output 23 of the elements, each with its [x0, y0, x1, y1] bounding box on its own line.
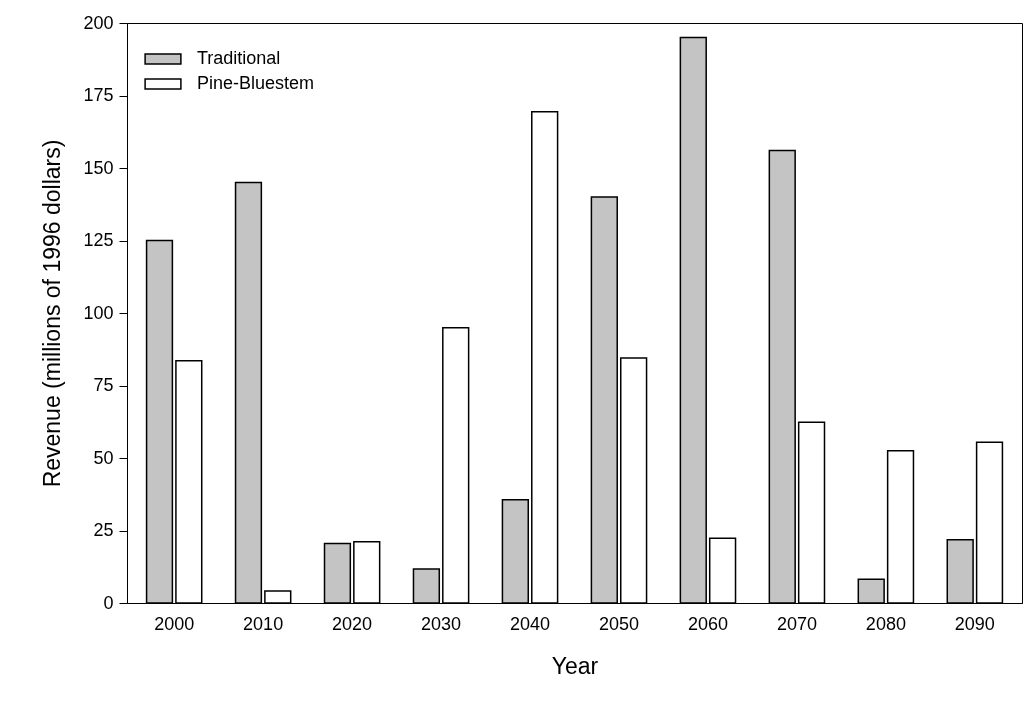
x-tick-label: 2000 — [154, 613, 195, 634]
x-tick-label: 2090 — [954, 613, 995, 634]
y-axis-title: Revenue (millions of 1996 dollars) — [39, 139, 66, 488]
x-tick-label: 2040 — [509, 613, 551, 634]
y-tick-label: 175 — [83, 85, 114, 105]
x-tick-label: 2070 — [776, 613, 817, 634]
x-tick-label: 2030 — [421, 613, 462, 634]
x-axis-title: Year — [551, 652, 599, 679]
y-tick-label: 25 — [93, 520, 114, 540]
x-tick-label: 2010 — [243, 613, 284, 634]
legend-label: Pine-Bluestem — [197, 73, 315, 93]
legend-label: Traditional — [197, 48, 281, 68]
y-tick-label: 50 — [93, 447, 114, 468]
y-tick-label: 200 — [83, 12, 114, 33]
y-tick-label: 125 — [83, 230, 114, 250]
x-tick-label: 2050 — [598, 613, 640, 634]
y-tick-label: 0 — [103, 592, 114, 613]
x-tick-label: 2020 — [332, 613, 373, 634]
x-tick-label: 2060 — [687, 613, 728, 634]
y-tick-label: 75 — [93, 375, 114, 395]
x-tick-label: 2080 — [865, 613, 906, 634]
y-tick-label: 150 — [83, 157, 114, 178]
y-tick-label: 100 — [83, 302, 114, 323]
